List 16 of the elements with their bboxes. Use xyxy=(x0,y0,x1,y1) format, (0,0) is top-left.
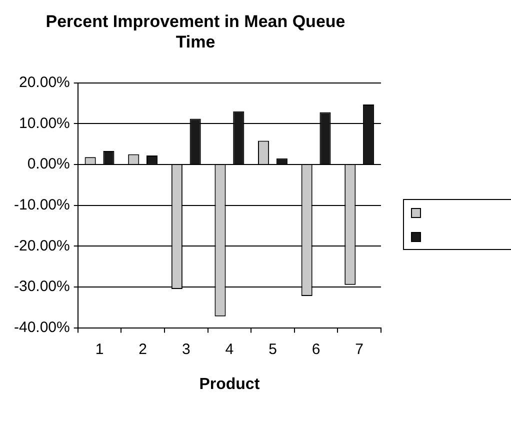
y-tick-label: -40.00% xyxy=(14,318,70,336)
x-axis-title: Product xyxy=(199,376,260,393)
x-tick-label: 3 xyxy=(182,340,190,358)
x-tick-label: 2 xyxy=(138,340,147,358)
y-tick-label: 0.00% xyxy=(27,156,70,173)
y-tick-label: -30.00% xyxy=(14,278,70,296)
x-tick-label: 6 xyxy=(312,340,320,358)
y-tick-label: -20.00% xyxy=(14,237,70,254)
chart-title: Percent Improvement in Mean Queue Time xyxy=(46,12,346,52)
y-tick-label: 20.00% xyxy=(18,74,70,91)
y-tick-label: 10.00% xyxy=(18,114,70,132)
y-tick-label: -10.00% xyxy=(14,196,70,214)
x-tick-label: 7 xyxy=(355,340,364,358)
x-tick-label: 4 xyxy=(225,340,234,358)
x-tick-label: 5 xyxy=(268,340,277,358)
x-tick-label: 1 xyxy=(95,340,104,358)
